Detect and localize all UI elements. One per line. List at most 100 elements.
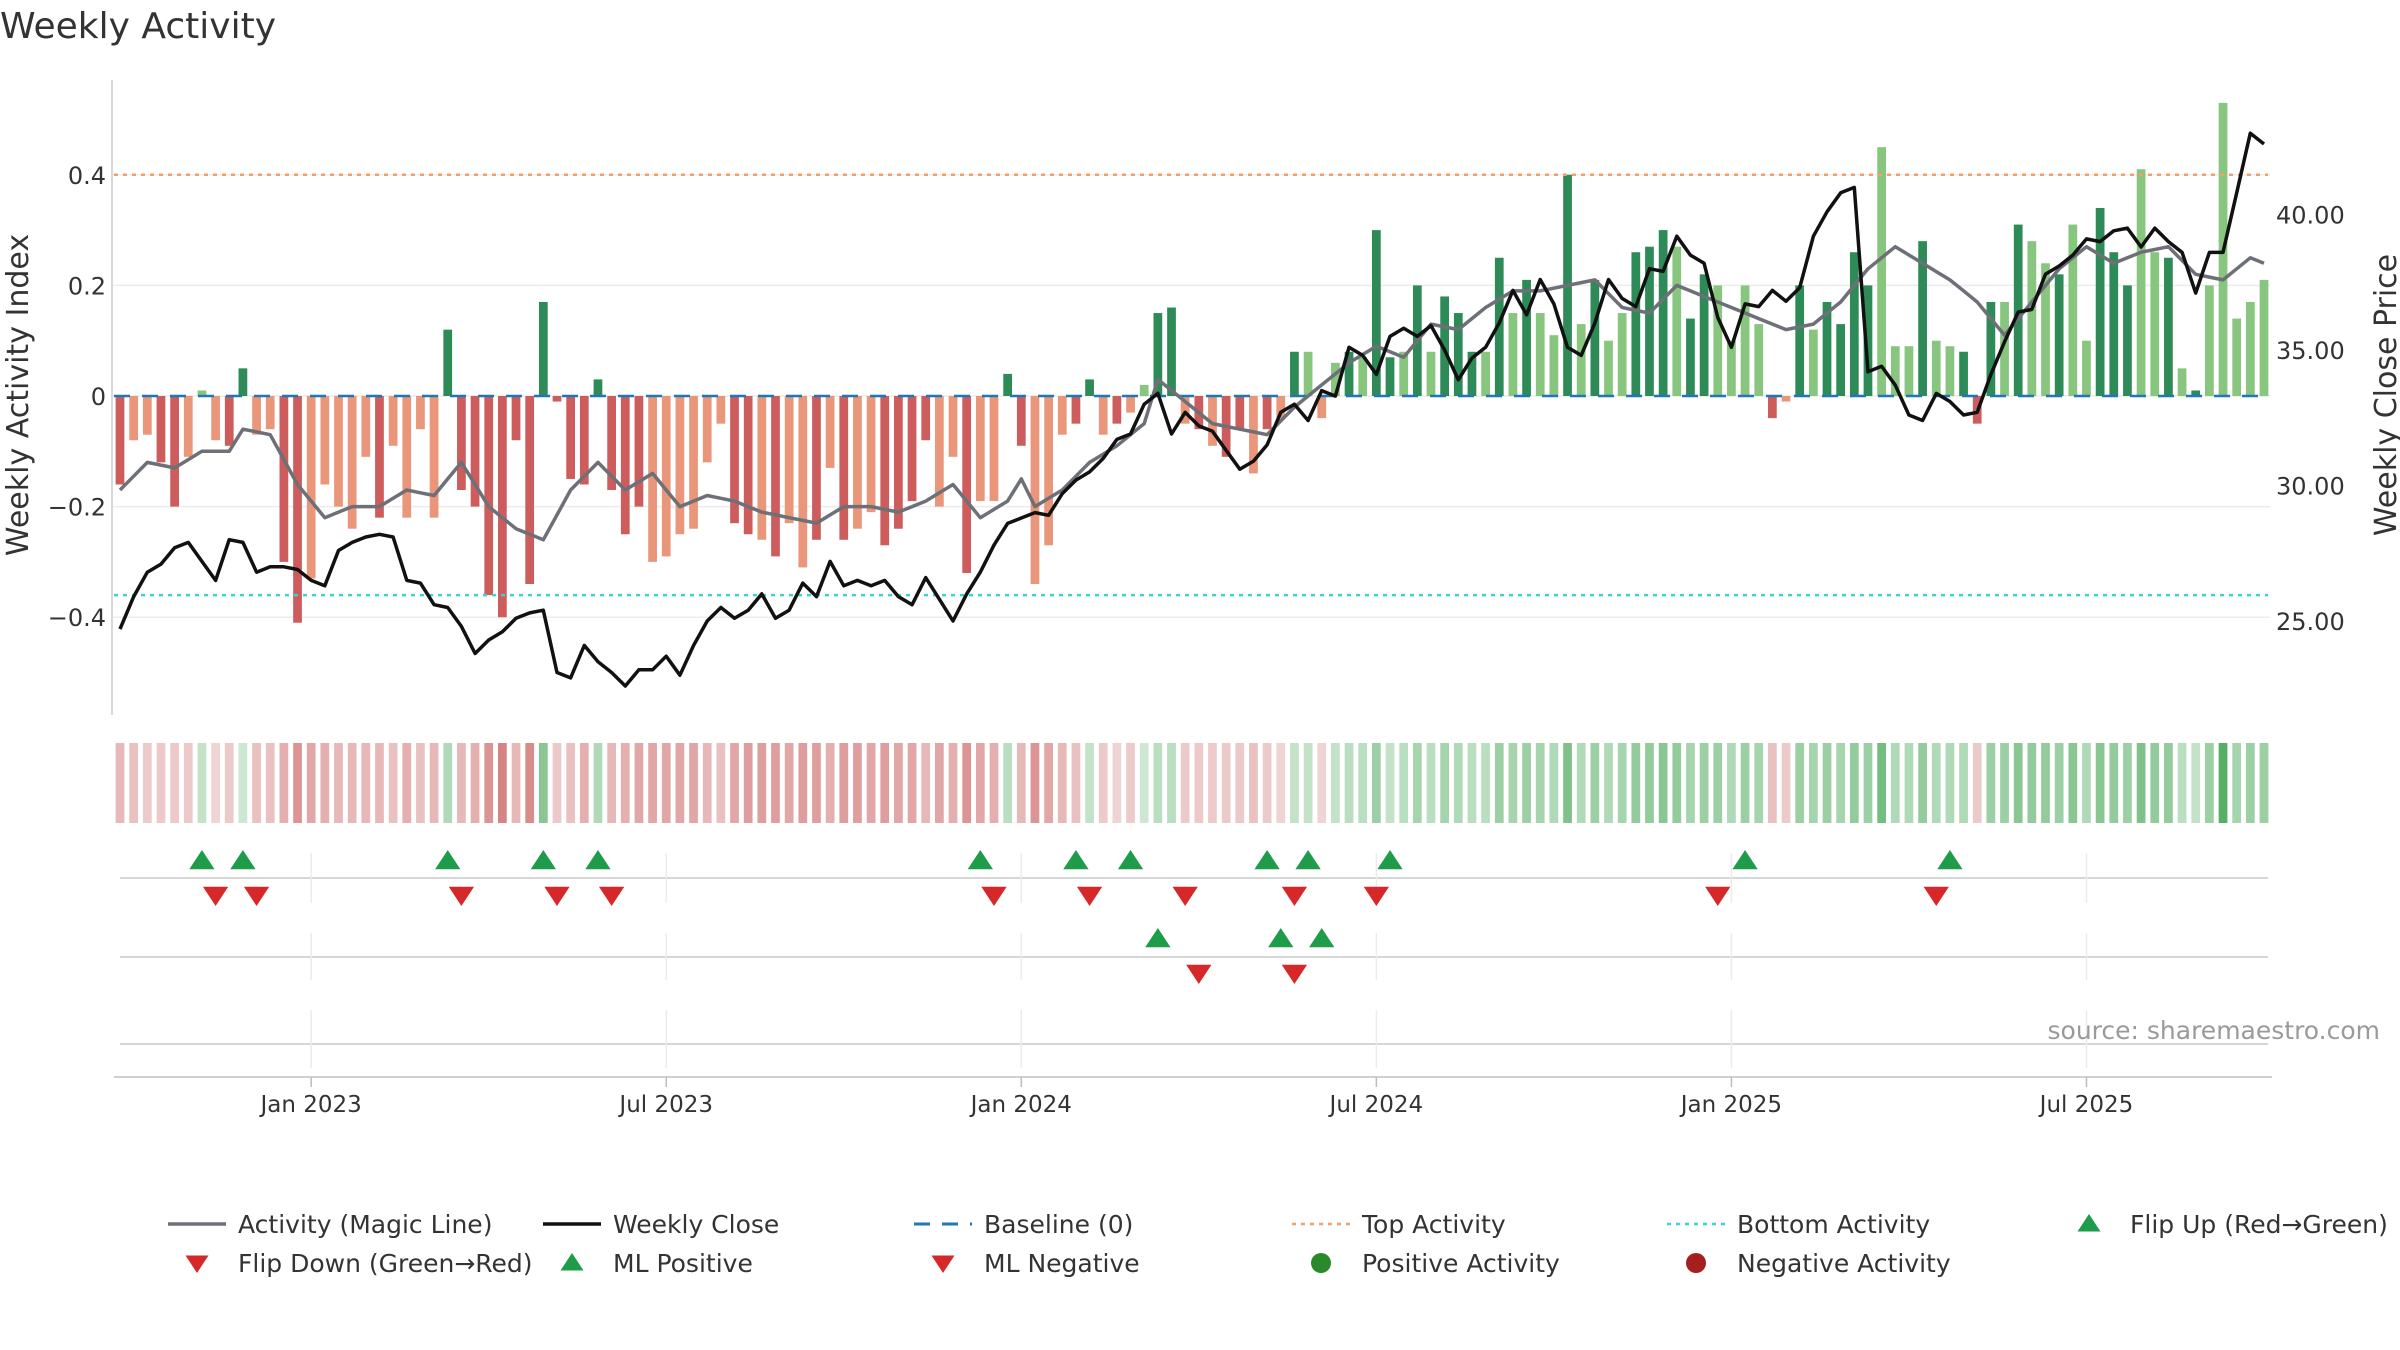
legend-swatch-circle [1311,1253,1331,1273]
ribbon-cell [593,743,603,823]
ribbon-cell [443,743,453,823]
activity-bar [1535,313,1545,396]
ribbon-cell [566,743,576,823]
ribbon-cell [2232,743,2242,823]
x-tick-label: Jul 2025 [2038,1092,2134,1118]
ribbon-cell [1153,743,1163,823]
ribbon-cell [607,743,616,823]
ribbon-cell [2164,743,2173,823]
ribbon-cell [1030,743,1040,823]
activity-bar [1754,324,1764,396]
activity-bar [388,396,398,446]
flip-up-marker [1295,850,1321,870]
legend-item: Weekly Close [543,1210,779,1239]
activity-bar [1126,396,1135,413]
activity-bar [853,396,862,529]
legend-label: ML Negative [984,1249,1140,1278]
ribbon-cell [361,743,371,823]
y-axis-left-label: Weekly Activity Index [1,234,36,556]
activity-bar [702,396,712,463]
activity-bar [1440,296,1450,396]
activity-bar [1672,246,1682,396]
ribbon-cell [634,743,644,823]
activity-bar [211,396,220,441]
activity-bar [1549,335,1559,396]
ribbon-cell [1071,743,1081,823]
activity-bar [771,396,780,557]
ribbon-cell [1208,743,1217,823]
activity-bar [1317,396,1327,419]
activity-bar [497,396,507,618]
activity-bar [2041,263,2050,396]
ribbon-cell [388,743,398,823]
ribbon-cell [1699,743,1709,823]
ribbon-cell [1522,743,1531,823]
ribbon-cell [2082,743,2091,823]
activity-bar [1822,301,1832,396]
ribbon-cell [1167,743,1176,823]
ribbon-cell [880,743,890,823]
legend-item: ML Positive [560,1249,753,1278]
ribbon-cell [1576,743,1586,823]
activity-bar [1781,396,1791,402]
ribbon-cell [1344,743,1354,823]
ribbon-cell [470,743,480,823]
y-tick-label-right: 30.00 [2276,473,2345,501]
activity-bar [197,390,207,396]
activity-bar [1904,346,1914,396]
ribbon-cell [689,743,698,823]
activity-bar [1467,351,1477,396]
ribbon-cell [1426,743,1436,823]
activity-bar [402,396,412,518]
activity-bar [989,396,999,502]
activity-bar [1959,351,1968,396]
ribbon-cell [2027,743,2037,823]
ribbon-cell [252,743,261,823]
activity-bar [1522,279,1531,396]
activity-bar [293,396,302,623]
ribbon-cell [265,743,275,823]
activity-bar [1658,230,1668,396]
flip-down-marker [1923,886,1949,906]
flip-up-marker [230,850,256,870]
activity-bar [962,396,972,573]
activity-bar [1112,396,1122,424]
activity-bar [1494,257,1504,396]
flip-up-marker [1377,850,1403,870]
ribbon-cell [771,743,780,823]
activity-bar [975,396,985,502]
activity-bar [907,396,917,502]
activity-bar [1713,285,1723,396]
series-lines [118,131,2266,688]
ribbon-cell [1358,743,1368,823]
activity-bar [2054,274,2064,396]
ribbon-cell [1986,743,1996,823]
legend-label: Flip Up (Red→Green) [2130,1210,2388,1239]
activity-bar [866,396,876,513]
activity-bar [429,396,439,518]
activity-bar [1931,340,1941,396]
activity-bar [921,396,931,441]
flip-down-marker [243,886,270,906]
legend-swatch-tri-down [931,1255,955,1273]
activity-bar [839,396,849,540]
ribbon-cell [1645,743,1654,823]
activity-bar [1617,313,1627,396]
ribbon-cell [402,743,412,823]
ribbon-cell [921,743,931,823]
legend-label: Activity (Magic Line) [238,1210,492,1239]
ribbon-cell [1604,743,1613,823]
activity-bar [1426,351,1436,396]
activity-bar [648,396,657,562]
x-tick-label: Jul 2024 [1328,1092,1424,1118]
activity-bar [511,396,521,441]
ribbon-cell [1563,743,1572,823]
flip-down-marker [598,886,625,906]
flip-up-marker [585,850,611,870]
activity-bar [538,301,548,396]
ribbon-cell [211,743,220,823]
ribbon-cell [1098,743,1108,823]
ribbon-cell [702,743,712,823]
legend-item: Positive Activity [1311,1249,1560,1278]
